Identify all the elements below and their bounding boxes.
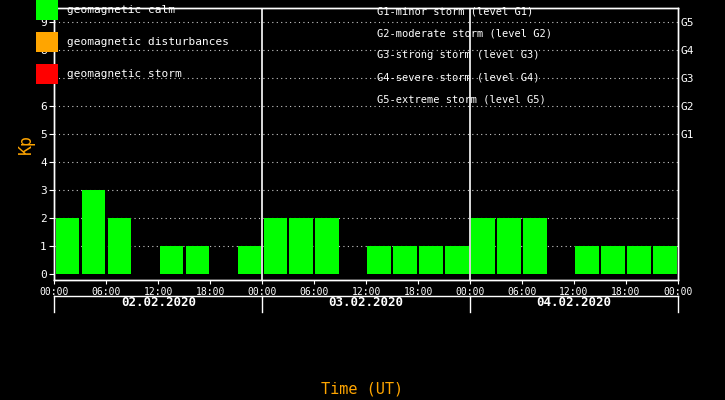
Text: G2-moderate storm (level G2): G2-moderate storm (level G2) [377,28,552,38]
Text: Time (UT): Time (UT) [321,381,404,396]
Bar [394,246,417,274]
Text: G3-strong storm (level G3): G3-strong storm (level G3) [377,50,539,60]
Bar [368,246,391,274]
Bar [315,218,339,274]
Bar [263,218,287,274]
Bar [186,246,209,274]
Text: G1-minor storm (level G1): G1-minor storm (level G1) [377,6,534,16]
Bar [445,246,469,274]
Bar [107,218,131,274]
Bar [160,246,183,274]
Text: 04.02.2020: 04.02.2020 [536,296,611,308]
Bar [238,246,261,274]
Text: 03.02.2020: 03.02.2020 [328,296,404,308]
Bar [497,218,521,274]
Text: geomagnetic calm: geomagnetic calm [67,5,175,15]
Y-axis label: Kp: Kp [17,134,34,154]
Bar [419,246,443,274]
Text: geomagnetic storm: geomagnetic storm [67,69,182,79]
Bar [289,218,313,274]
Bar [627,246,650,274]
Bar [575,246,599,274]
Bar [601,246,625,274]
Bar [82,190,105,274]
Bar [523,218,547,274]
Text: G4-severe storm (level G4): G4-severe storm (level G4) [377,72,539,82]
Text: 02.02.2020: 02.02.2020 [121,296,196,308]
Text: G5-extreme storm (level G5): G5-extreme storm (level G5) [377,94,546,104]
Bar [653,246,676,274]
Text: geomagnetic disturbances: geomagnetic disturbances [67,37,229,47]
Bar [56,218,79,274]
Bar [471,218,494,274]
